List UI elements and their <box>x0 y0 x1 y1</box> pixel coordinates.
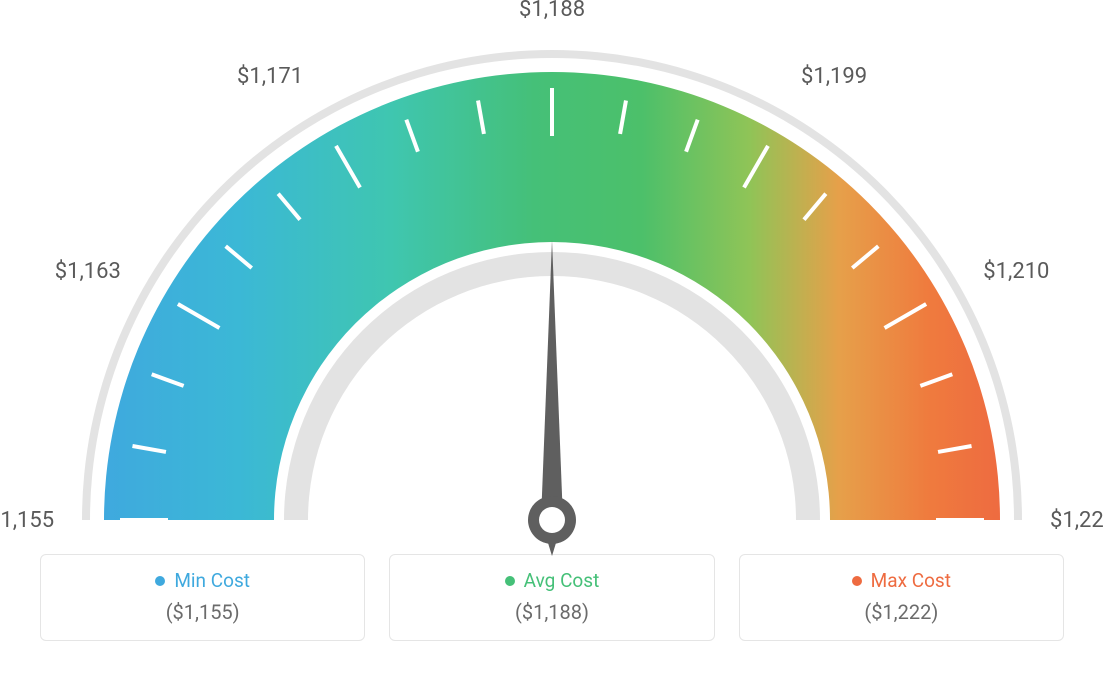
avg-cost-heading: Avg Cost <box>505 569 600 592</box>
min-cost-heading: Min Cost <box>155 569 250 592</box>
min-cost-dot <box>155 576 165 586</box>
max-cost-dot <box>852 576 862 586</box>
min-cost-label: Min Cost <box>174 569 250 592</box>
gauge-tick-label: $1,163 <box>55 259 121 284</box>
avg-cost-label: Avg Cost <box>524 569 600 592</box>
gauge-tick-label: $1,222 <box>1050 508 1104 533</box>
max-cost-label: Max Cost <box>871 569 951 592</box>
min-cost-value: ($1,155) <box>61 600 344 624</box>
gauge-tick-label: $1,171 <box>237 64 303 89</box>
avg-cost-value: ($1,188) <box>410 600 693 624</box>
min-cost-card: Min Cost ($1,155) <box>40 554 365 641</box>
gauge-tick-label: $1,188 <box>519 0 585 22</box>
gauge-tick-label: $1,210 <box>983 259 1049 284</box>
gauge-tick-label: $1,199 <box>801 64 867 89</box>
cost-gauge-chart: $1,155 $1,163 $1,171 $1,188 $1,199 $1,210 $1,2… <box>0 0 1104 560</box>
gauge-svg <box>0 0 1104 560</box>
avg-cost-card: Avg Cost ($1,188) <box>389 554 714 641</box>
avg-cost-dot <box>505 576 515 586</box>
max-cost-heading: Max Cost <box>852 569 951 592</box>
max-cost-value: ($1,222) <box>760 600 1043 624</box>
max-cost-card: Max Cost ($1,222) <box>739 554 1064 641</box>
gauge-tick-label: $1,155 <box>0 508 54 533</box>
summary-cards-row: Min Cost ($1,155) Avg Cost ($1,188) Max … <box>0 554 1104 641</box>
